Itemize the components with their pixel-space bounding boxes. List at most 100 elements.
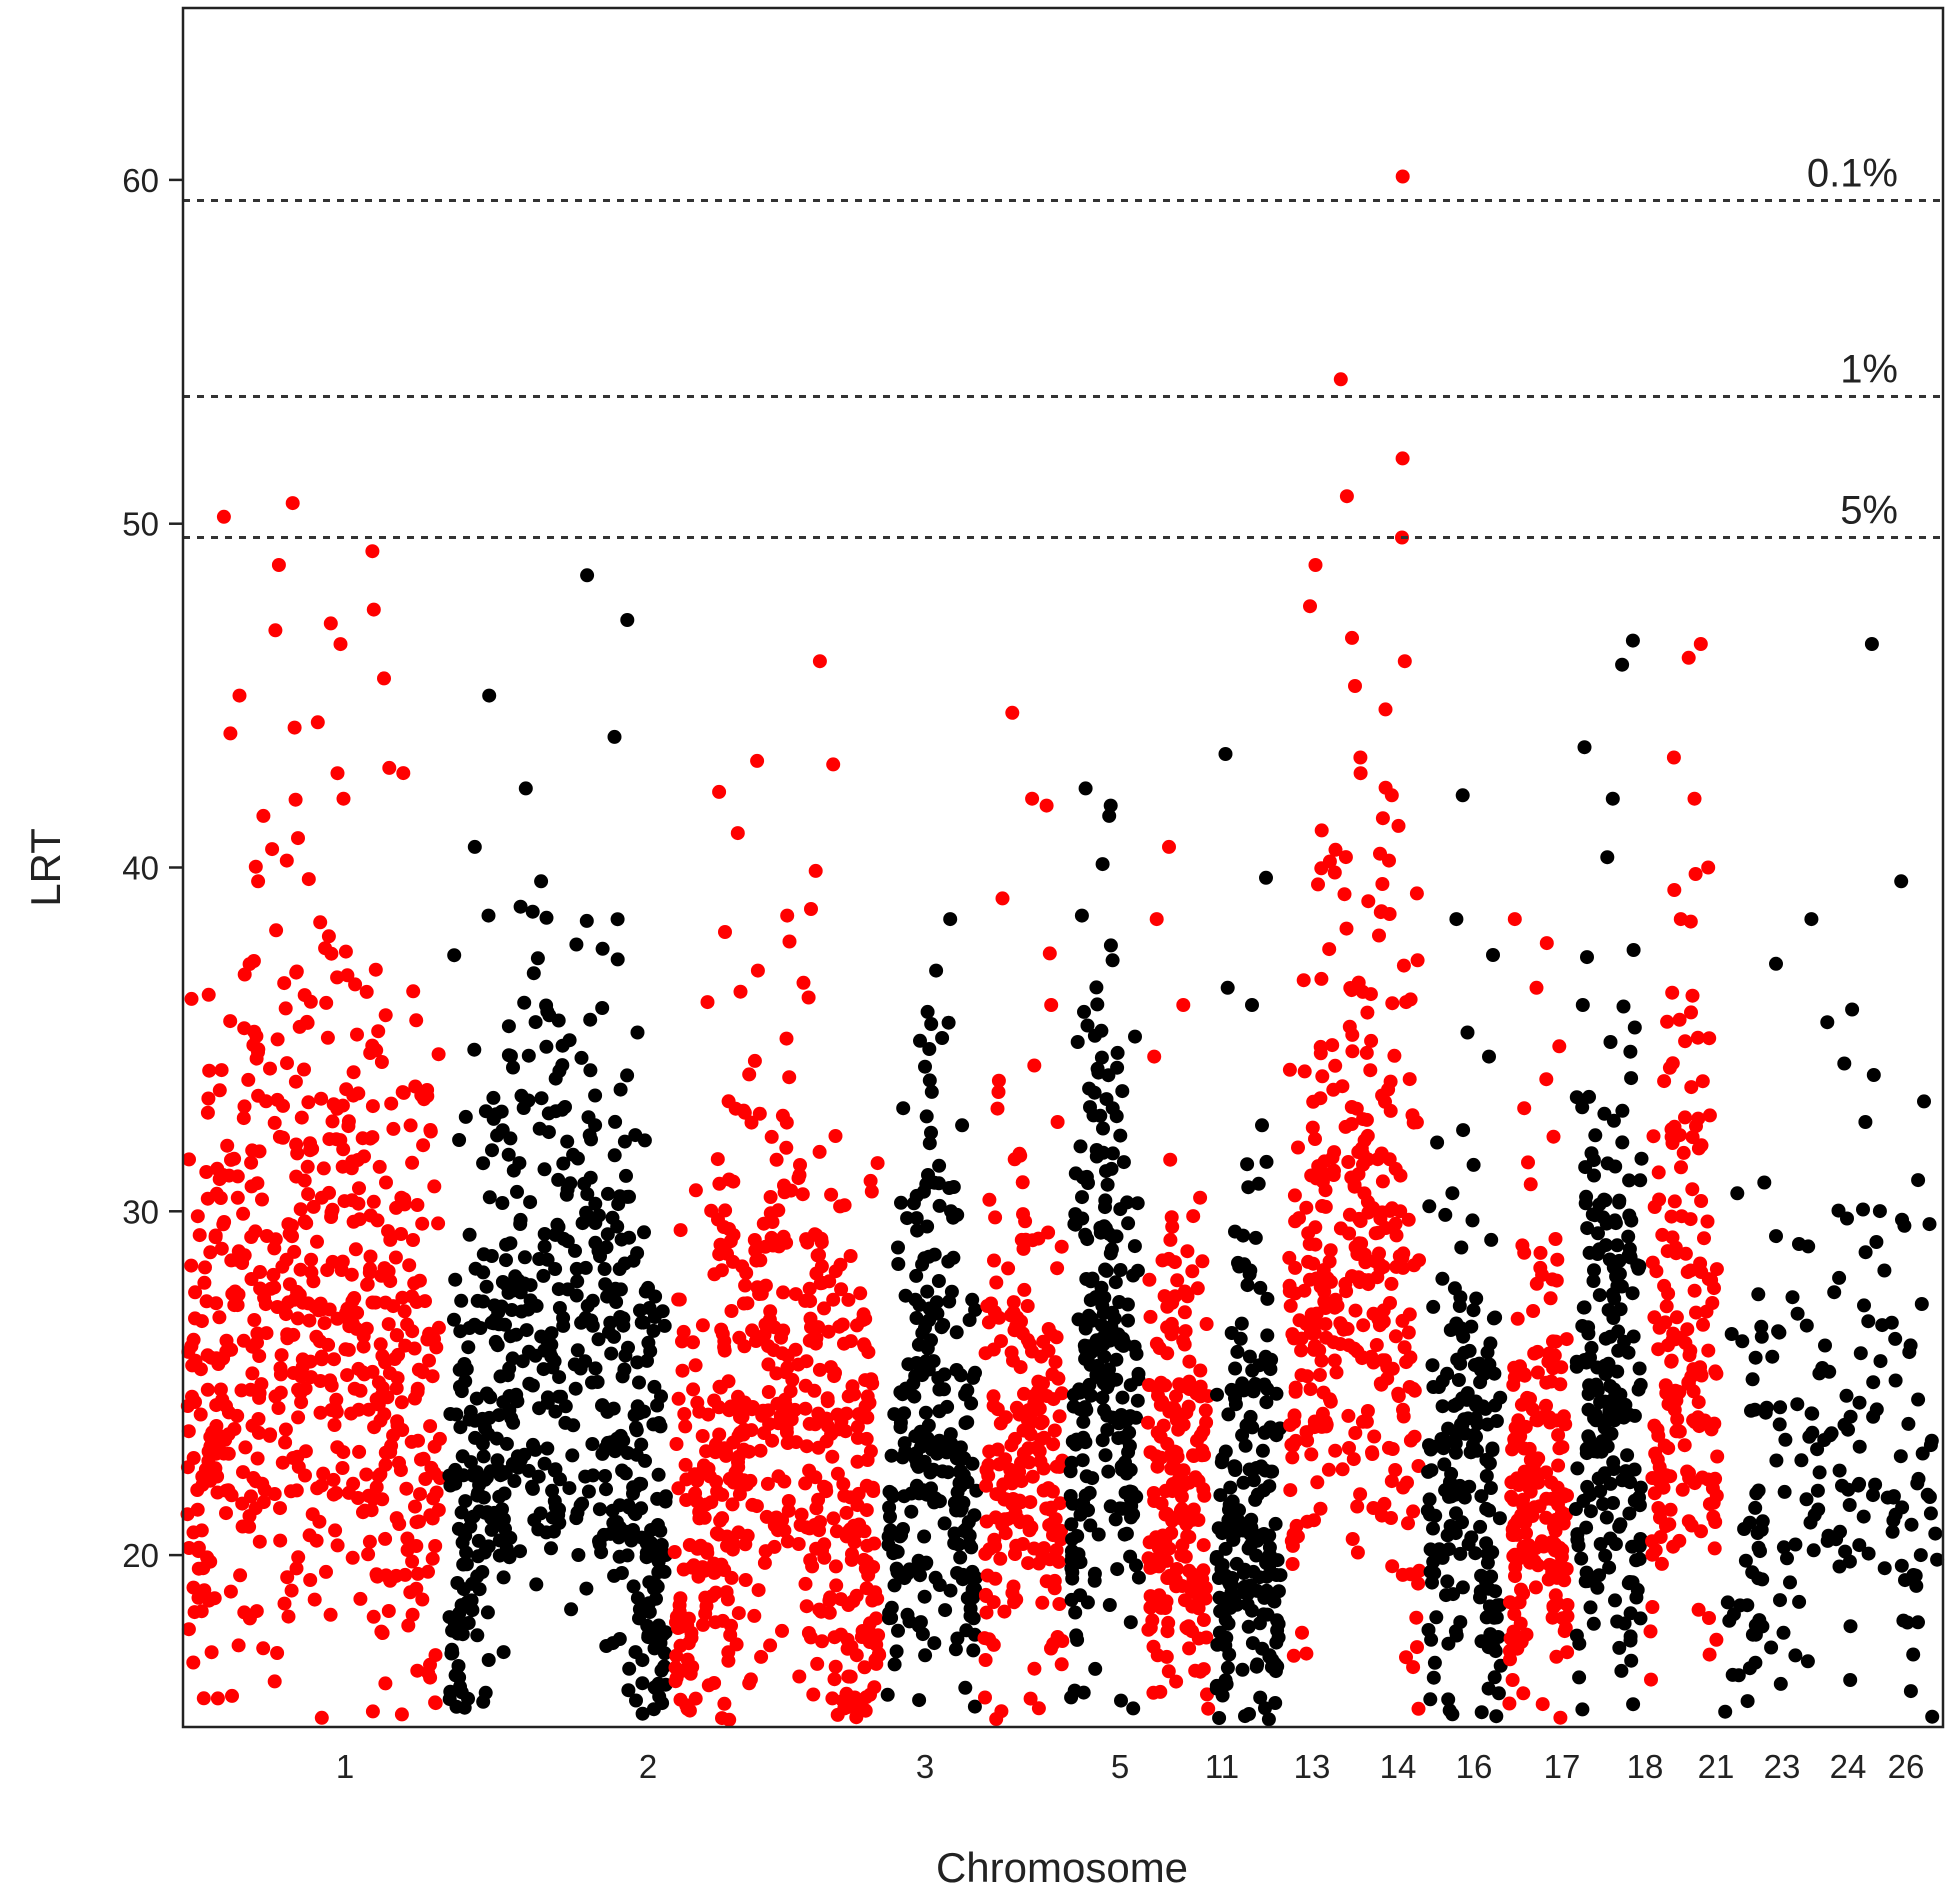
snp-point xyxy=(1586,1274,1601,1288)
snp-point xyxy=(993,1551,1008,1566)
snp-point xyxy=(1190,1281,1205,1296)
snp-point xyxy=(1353,1214,1368,1229)
snp-point xyxy=(1157,1289,1172,1304)
snp-point xyxy=(990,1101,1005,1116)
snp-point xyxy=(310,715,325,730)
snp-point xyxy=(340,1368,355,1383)
snp-point xyxy=(477,1545,492,1560)
snp-point xyxy=(1599,1510,1614,1525)
snp-point xyxy=(372,1159,387,1174)
snp-point xyxy=(1406,1115,1421,1130)
snp-point xyxy=(341,1119,356,1134)
snp-point xyxy=(1718,1704,1733,1719)
snp-point xyxy=(1510,1641,1525,1656)
snp-point xyxy=(1824,1426,1839,1441)
snp-point xyxy=(683,1666,698,1681)
snp-point xyxy=(810,1656,825,1671)
snp-point xyxy=(817,1537,832,1552)
snp-peak-point xyxy=(896,1101,911,1116)
snp-point xyxy=(1486,948,1500,962)
snp-point xyxy=(521,1093,536,1108)
snp-point xyxy=(1697,1231,1711,1246)
snp-point xyxy=(1115,1390,1130,1405)
snp-peak-point xyxy=(1455,788,1470,803)
snp-point xyxy=(1143,1309,1158,1324)
snp-point xyxy=(1492,1511,1507,1526)
y-tick-label: 40 xyxy=(122,850,159,887)
snp-point xyxy=(443,1407,458,1421)
snp-point xyxy=(1212,1711,1227,1725)
snp-point xyxy=(1745,1372,1760,1387)
snp-point xyxy=(989,1712,1004,1726)
snp-point xyxy=(225,1286,240,1301)
snp-peak-point xyxy=(482,688,497,703)
snp-point xyxy=(1050,1115,1065,1129)
snp-point xyxy=(381,1224,395,1239)
snp-point xyxy=(1482,1503,1497,1518)
snp-point xyxy=(531,1522,546,1537)
snp-point xyxy=(263,1427,278,1442)
snp-point xyxy=(918,1320,932,1335)
snp-point xyxy=(1041,1481,1056,1496)
snp-point xyxy=(1454,1417,1468,1432)
snp-point xyxy=(802,1333,817,1348)
snp-point xyxy=(1031,1556,1046,1571)
snp-point xyxy=(405,1324,420,1339)
snp-point xyxy=(1606,1113,1621,1128)
snp-point xyxy=(1238,1709,1252,1724)
snp-point xyxy=(800,1235,815,1250)
snp-point xyxy=(678,1419,693,1434)
snp-point xyxy=(1773,1676,1788,1691)
snp-point xyxy=(1457,1345,1472,1360)
snp-peak-point xyxy=(534,874,549,889)
snp-point xyxy=(935,1031,950,1045)
snp-point xyxy=(1611,1406,1626,1421)
snp-point xyxy=(409,1013,424,1028)
snp-point xyxy=(1389,1228,1404,1243)
snp-point xyxy=(302,1528,317,1543)
snp-point xyxy=(1488,1584,1503,1599)
snp-point xyxy=(405,1155,420,1170)
snp-point xyxy=(365,1364,380,1379)
snp-point xyxy=(1812,1465,1827,1480)
snp-point xyxy=(1359,1045,1374,1060)
snp-point xyxy=(634,1437,649,1452)
snp-point xyxy=(773,1409,788,1423)
snp-point xyxy=(677,1407,692,1421)
snp-point xyxy=(335,1461,350,1475)
snp-point xyxy=(1633,1377,1648,1392)
snp-point xyxy=(1866,1375,1881,1390)
snp-point xyxy=(1169,1674,1184,1689)
snp-point xyxy=(1346,1452,1361,1467)
snp-point xyxy=(1327,865,1342,880)
snp-point xyxy=(721,1653,736,1668)
snp-point xyxy=(1737,1522,1752,1536)
snp-point xyxy=(1243,1263,1258,1278)
snp-point xyxy=(765,1433,780,1448)
snp-point xyxy=(1678,1110,1692,1125)
snp-point xyxy=(839,1529,854,1544)
snp-point xyxy=(1114,1693,1128,1708)
snp-point xyxy=(698,1590,713,1605)
snp-point xyxy=(1426,1299,1441,1314)
snp-point xyxy=(555,1058,570,1073)
snp-point xyxy=(1586,1616,1601,1631)
snp-point xyxy=(363,1249,378,1264)
snp-point xyxy=(745,1323,760,1338)
snp-point xyxy=(1877,1561,1892,1576)
snp-point xyxy=(1367,1429,1382,1444)
snp-point xyxy=(293,1202,308,1217)
snp-point xyxy=(1248,1377,1263,1391)
snp-peak-point xyxy=(780,908,795,923)
snp-point xyxy=(1680,1322,1695,1337)
snp-point xyxy=(448,1272,463,1287)
snp-point xyxy=(619,1168,633,1183)
snp-point xyxy=(1720,1595,1735,1610)
snp-point xyxy=(1621,1229,1636,1244)
snp-point xyxy=(859,1581,874,1596)
snp-point xyxy=(1832,1559,1847,1574)
snp-point xyxy=(425,1369,440,1384)
snp-point xyxy=(484,1522,499,1537)
snp-point xyxy=(1385,1442,1400,1456)
